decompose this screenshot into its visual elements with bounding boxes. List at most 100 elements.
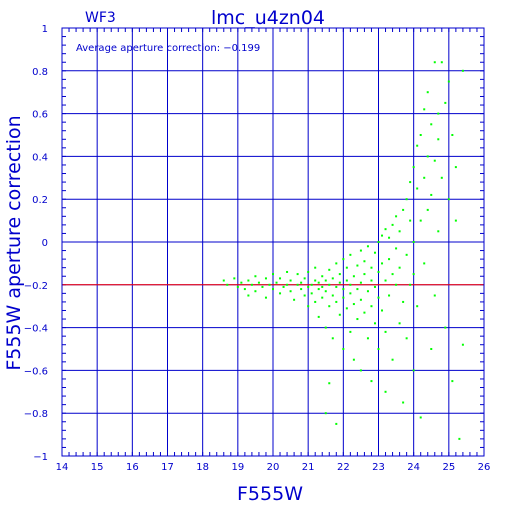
data-point (335, 300, 338, 303)
data-point (373, 285, 376, 288)
data-point (398, 322, 401, 325)
data-point (377, 296, 380, 299)
x-tick-label: 24 (407, 462, 420, 473)
data-point (381, 262, 384, 265)
data-point (395, 283, 398, 286)
x-tick-label: 22 (337, 462, 350, 473)
data-point (423, 176, 426, 179)
x-tick-label: 26 (478, 462, 491, 473)
data-point (440, 176, 443, 179)
data-point (405, 198, 408, 201)
data-point (289, 279, 292, 282)
y-tick-labels: 1 0.8 0.6 0.4 0.2 0 −0.2 −0.4 −0.6 −0.8 −1 (24, 24, 48, 463)
data-point (458, 437, 461, 440)
y-tick-label: 0.6 (32, 110, 48, 121)
data-point (416, 144, 419, 147)
data-point (279, 292, 282, 295)
data-point (412, 273, 415, 276)
data-point (261, 285, 264, 288)
data-point (264, 277, 267, 280)
data-point (314, 279, 317, 282)
data-point (391, 273, 394, 276)
data-point (321, 296, 324, 299)
data-point (419, 134, 422, 136)
data-point (254, 275, 257, 278)
data-point (377, 348, 380, 350)
data-point (363, 311, 366, 314)
data-point (324, 290, 327, 293)
data-point (370, 266, 373, 269)
data-point (433, 61, 436, 64)
data-point (426, 155, 429, 158)
y-axis-label: F555W aperture correction (3, 115, 25, 370)
data-point (338, 313, 341, 316)
data-point (377, 270, 380, 273)
data-point (423, 262, 426, 265)
data-point (409, 219, 412, 222)
data-point (426, 91, 429, 94)
data-point (409, 181, 412, 184)
data-point (345, 307, 348, 310)
data-point (366, 245, 369, 248)
data-point (296, 273, 299, 276)
data-point (275, 281, 278, 284)
data-point (352, 303, 355, 306)
data-point (430, 193, 433, 196)
data-point (272, 288, 274, 291)
data-point (352, 275, 355, 278)
data-point (444, 326, 447, 329)
data-point (359, 281, 362, 284)
grid-lines (61, 27, 485, 457)
data-point (412, 166, 415, 169)
data-point (377, 241, 380, 243)
data-point (388, 236, 391, 239)
data-point (282, 285, 285, 288)
x-axis-label: F555W (237, 483, 303, 505)
y-tick-label: 0.8 (32, 67, 48, 78)
data-point (423, 108, 426, 111)
data-point (240, 281, 243, 284)
data-point (321, 285, 324, 288)
data-point (430, 123, 433, 126)
data-point (286, 283, 289, 286)
data-point (335, 285, 338, 288)
data-point (402, 401, 405, 404)
data-point (363, 273, 366, 276)
data-point (247, 279, 250, 282)
data-point (430, 348, 433, 350)
data-point (335, 422, 338, 425)
data-point (447, 198, 450, 201)
data-point (451, 134, 454, 136)
data-point (342, 288, 345, 291)
data-point (264, 296, 267, 299)
data-point (359, 298, 362, 301)
x-tick-label: 23 (372, 462, 385, 473)
data-point (388, 294, 391, 297)
data-point (254, 290, 257, 293)
data-point (342, 348, 345, 350)
data-point (398, 230, 401, 233)
data-point (328, 283, 331, 286)
data-point (236, 285, 239, 288)
data-point (314, 300, 317, 303)
y-tick-label: 0 (42, 238, 48, 249)
data-point (451, 380, 454, 383)
average-annotation: Average aperture correction: −0.199 (76, 43, 260, 54)
data-point (324, 326, 327, 329)
data-point (405, 253, 408, 256)
data-point (356, 318, 359, 321)
x-tick-label: 21 (302, 462, 315, 473)
data-point (395, 215, 398, 218)
x-tick-label: 17 (161, 462, 174, 473)
data-point (247, 294, 250, 297)
y-tick-label: −0.6 (24, 366, 48, 377)
data-point (356, 264, 359, 267)
x-tick-label: 20 (267, 462, 280, 473)
data-point (373, 322, 376, 325)
x-tick-label: 25 (442, 462, 455, 473)
data-point (268, 283, 271, 286)
data-point (338, 281, 341, 284)
data-point (447, 80, 450, 83)
data-point (310, 283, 313, 286)
y-tick-label: 0.2 (32, 195, 48, 206)
